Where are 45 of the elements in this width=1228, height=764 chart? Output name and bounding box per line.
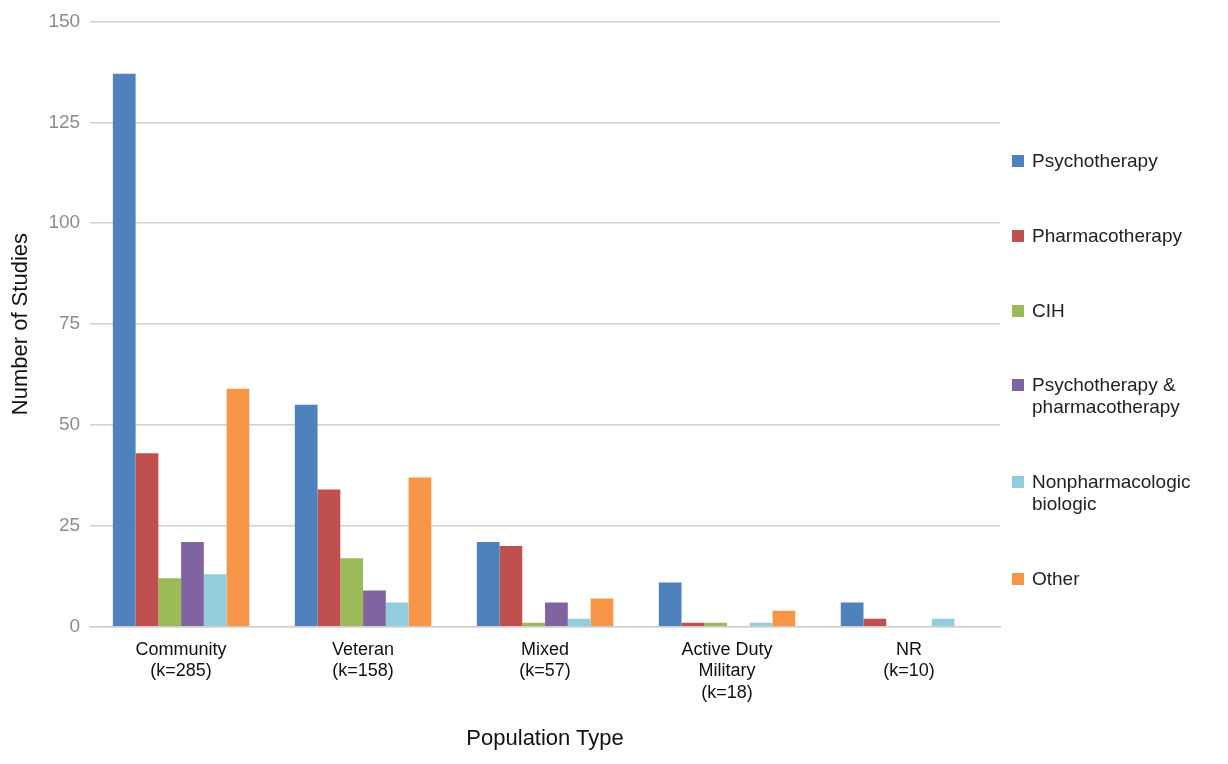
bar (704, 622, 728, 627)
legend-label: Other (1032, 567, 1080, 590)
bar (340, 558, 364, 627)
bar (499, 546, 523, 627)
x-tick-label: NR (k=10) (883, 638, 935, 681)
bar (203, 574, 227, 627)
y-axis-title: Number of Studies (7, 233, 33, 416)
bar (112, 73, 136, 627)
x-tick-label: Community (k=285) (135, 638, 227, 681)
y-tick-label: 50 (58, 413, 81, 435)
y-tick-label: 100 (48, 211, 81, 233)
bar (317, 489, 341, 627)
bar (749, 622, 773, 627)
x-tick-label: Active Duty Military (k=18) (681, 638, 773, 702)
bar (590, 598, 614, 627)
legend-label: Nonpharmacologic biologic (1032, 471, 1192, 516)
bar (931, 618, 955, 627)
bar (476, 542, 500, 627)
legend-label: Psychotherapy (1032, 150, 1158, 172)
bar (840, 602, 864, 627)
bar (522, 622, 546, 627)
x-axis-title: Population Type (466, 724, 624, 750)
bar (408, 477, 432, 627)
bar (226, 388, 250, 627)
y-tick-label: 25 (58, 514, 81, 536)
bar (363, 590, 386, 627)
bar (294, 404, 318, 627)
legend-label: Pharmacotherapy (1032, 224, 1182, 247)
x-tick-label: Veteran (k=158) (332, 638, 395, 681)
bar (181, 542, 204, 627)
y-tick-label: 0 (69, 615, 81, 637)
x-tick-label: Mixed (k=57) (519, 638, 571, 681)
legend-label: CIH (1032, 299, 1065, 322)
bar (158, 578, 182, 627)
bar (545, 602, 568, 627)
legend-label: Psychotherapy & pharmacotherapy (1032, 374, 1181, 419)
y-tick-label: 125 (48, 110, 81, 132)
bar (863, 618, 887, 627)
bar (135, 453, 159, 627)
y-tick-label: 150 (48, 9, 81, 31)
bar (658, 582, 682, 627)
bar (772, 610, 796, 627)
bar (567, 618, 591, 627)
bar (385, 602, 409, 627)
y-tick-label: 75 (58, 312, 81, 334)
